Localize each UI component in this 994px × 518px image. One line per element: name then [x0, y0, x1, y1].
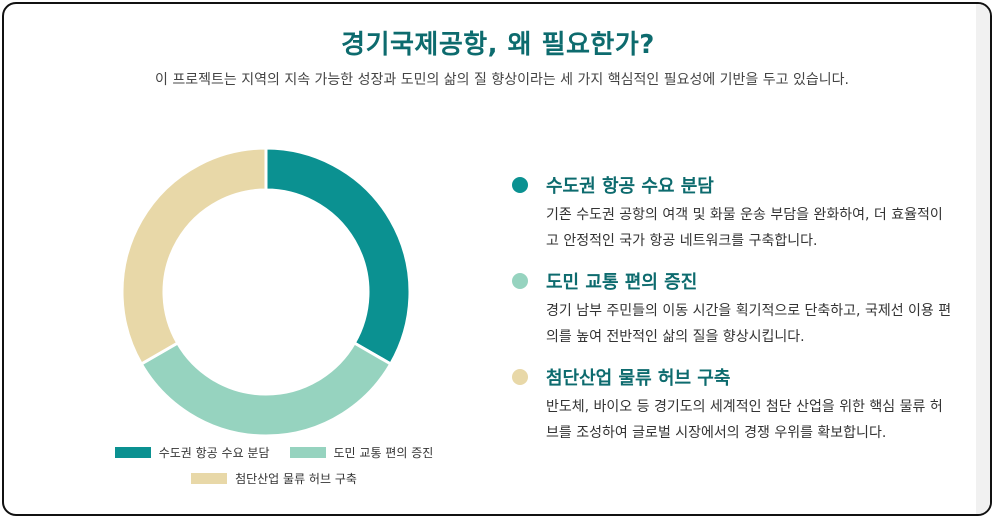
page-title: 경기국제공항, 왜 필요한가?: [341, 30, 655, 60]
donut-slice[interactable]: [264, 146, 412, 367]
need-point: 첨단산업 물류 허브 구축 반도체, 바이오 등 경기도의 세계적인 첨단 산업…: [512, 364, 952, 446]
legend-item[interactable]: 도민 교통 편의 증진: [289, 444, 434, 460]
scrollbar[interactable]: [976, 4, 990, 514]
legend-label: 도민 교통 편의 증진: [333, 445, 434, 460]
need-points: 수도권 항공 수요 분담 기존 수도권 공항의 여객 및 화물 운송 부담을 완…: [512, 172, 952, 460]
page-subtitle: 이 프로젝트는 지역의 지속 가능한 성장과 도민의 삶의 질 향상이라는 세 …: [155, 72, 849, 88]
point-description: 반도체, 바이오 등 경기도의 세계적인 첨단 산업을 위한 핵심 물류 허브를…: [546, 399, 943, 441]
legend-label: 첨단산업 물류 허브 구축: [235, 471, 357, 486]
bullet-dot-icon: [512, 273, 528, 289]
legend-swatch: [191, 472, 228, 484]
point-title: 수도권 항공 수요 분담: [546, 176, 714, 197]
point-description: 경기 남부 주민들의 이동 시간을 획기적으로 단축하고, 국제선 이용 편의를…: [546, 303, 952, 345]
point-title: 도민 교통 편의 증진: [546, 272, 698, 293]
legend-swatch: [114, 446, 151, 458]
legend-item[interactable]: 수도권 항공 수요 분담: [114, 444, 270, 460]
legend-label: 수도권 항공 수요 분담: [158, 445, 270, 460]
donut-chart: [120, 146, 412, 438]
need-point: 도민 교통 편의 증진 경기 남부 주민들의 이동 시간을 획기적으로 단축하고…: [512, 268, 952, 350]
legend-item[interactable]: 첨단산업 물류 허브 구축: [191, 470, 357, 486]
need-point: 수도권 항공 수요 분담 기존 수도권 공항의 여객 및 화물 운송 부담을 완…: [512, 172, 952, 254]
point-title: 첨단산업 물류 허브 구축: [546, 368, 731, 389]
legend-swatch: [289, 446, 326, 458]
bullet-dot-icon: [512, 177, 528, 193]
donut-slice[interactable]: [139, 340, 393, 438]
donut-slice[interactable]: [120, 146, 268, 367]
bullet-dot-icon: [512, 369, 528, 385]
point-description: 기존 수도권 공항의 여객 및 화물 운송 부담을 완화하여, 더 효율적이고 …: [546, 207, 943, 249]
